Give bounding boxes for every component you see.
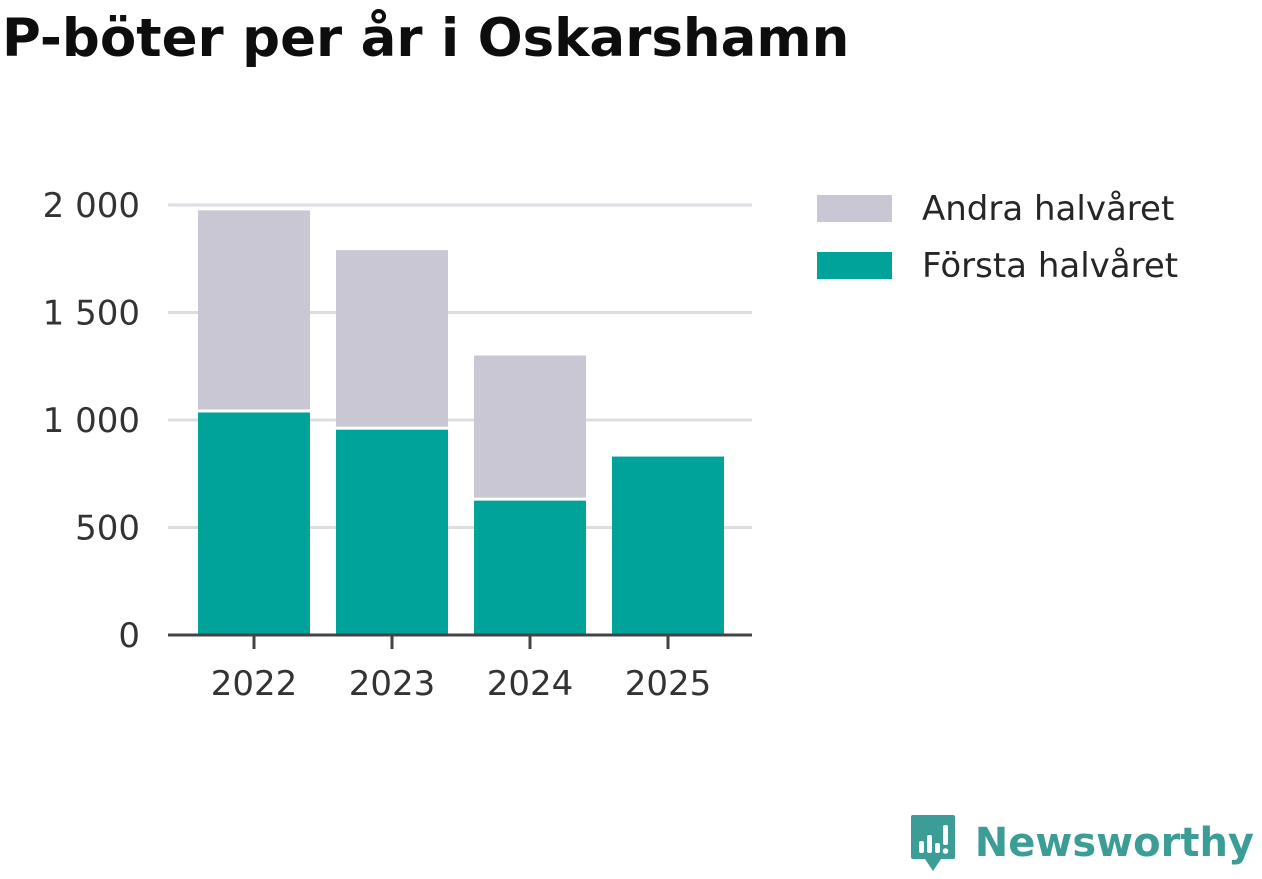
newsworthy-logo-icon xyxy=(910,815,955,871)
y-tick-label: 1 500 xyxy=(43,294,140,334)
x-tick-label: 2024 xyxy=(487,664,574,704)
bar-andra-2022 xyxy=(198,210,310,410)
legend-item-andra: Andra halvåret xyxy=(817,180,1178,237)
legend-label-forsta: Första halvåret xyxy=(922,245,1179,286)
legend: Andra halvåret Första halvåret xyxy=(817,180,1178,294)
bar-forsta-2024 xyxy=(474,500,586,635)
y-tick-label: 1 000 xyxy=(43,401,140,441)
bar-andra-2024 xyxy=(474,355,586,498)
chart-title: P-böter per år i Oskarshamn xyxy=(2,8,850,69)
y-tick-label: 2 000 xyxy=(43,186,140,226)
x-tick-label: 2023 xyxy=(349,664,436,704)
bar-forsta-2025 xyxy=(612,456,724,635)
y-tick-label: 0 xyxy=(118,616,140,656)
y-tick-label: 500 xyxy=(75,509,140,549)
x-tick-label: 2025 xyxy=(625,664,712,704)
bar-forsta-2023 xyxy=(336,429,448,635)
legend-item-forsta: Första halvåret xyxy=(817,237,1178,294)
legend-swatch-forsta xyxy=(817,252,892,279)
bar-forsta-2022 xyxy=(198,412,310,635)
legend-label-andra: Andra halvåret xyxy=(922,188,1175,229)
legend-swatch-andra xyxy=(817,195,892,222)
newsworthy-brand: Newsworthy xyxy=(909,813,1254,873)
newsworthy-brand-name: Newsworthy xyxy=(974,820,1254,866)
bar-andra-2023 xyxy=(336,250,448,427)
x-tick-label: 2022 xyxy=(211,664,298,704)
